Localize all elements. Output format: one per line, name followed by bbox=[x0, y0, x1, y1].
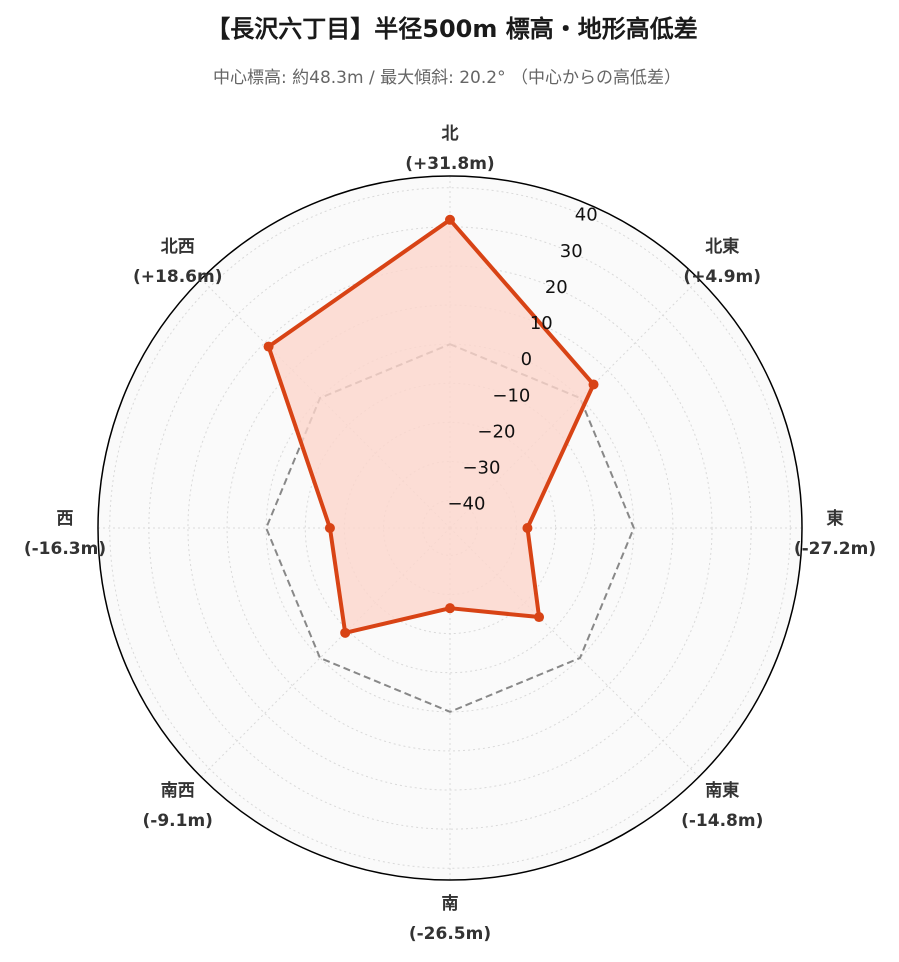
direction-label-7: 北西 (+18.6m) bbox=[133, 237, 222, 287]
direction-label-4: 南 (-26.5m) bbox=[409, 893, 491, 944]
direction-name: 南西 bbox=[161, 780, 195, 801]
direction-label-1: 北東 (+4.9m) bbox=[683, 236, 761, 287]
r-tick-label: −30 bbox=[462, 458, 500, 479]
series-points bbox=[263, 214, 599, 638]
direction-value: (-9.1m) bbox=[143, 811, 213, 831]
outer-frame bbox=[97, 175, 803, 881]
r-tick-label: 10 bbox=[530, 313, 553, 334]
direction-name: 東 bbox=[827, 508, 844, 529]
direction-value: (-27.2m) bbox=[794, 539, 876, 559]
data-point-4 bbox=[445, 603, 455, 614]
direction-name: 南東 bbox=[705, 780, 739, 801]
grid-spoke-5 bbox=[200, 527, 451, 778]
direction-label-5: 南西 (-9.1m) bbox=[143, 780, 213, 831]
direction-name: 南 bbox=[442, 893, 459, 914]
r-tick-label: −10 bbox=[492, 385, 530, 406]
r-tick-label: 30 bbox=[560, 241, 583, 262]
direction-label-6: 西 (-16.3m) bbox=[24, 509, 106, 559]
grid-ring-2 bbox=[187, 265, 713, 791]
data-point-6 bbox=[324, 523, 335, 533]
radial-tick-labels: 40 30 20 10 0 −10 −20 −30 −40 bbox=[447, 205, 597, 515]
data-point-0 bbox=[445, 214, 455, 225]
direction-name: 西 bbox=[57, 509, 74, 529]
direction-value: (+18.6m) bbox=[133, 267, 222, 287]
r-tick-label: −20 bbox=[477, 421, 515, 442]
data-point-2 bbox=[522, 523, 533, 533]
data-point-3 bbox=[534, 612, 545, 623]
r-tick-label: −40 bbox=[447, 494, 485, 515]
data-point-7 bbox=[263, 341, 274, 352]
r-tick-label: 0 bbox=[521, 349, 532, 370]
direction-label-0: 北 (+31.8m) bbox=[405, 124, 494, 174]
grid-spoke-3 bbox=[449, 527, 700, 778]
chart-title: 【長沢六丁目】半径500m 標高・地形高低差 bbox=[206, 15, 697, 43]
data-point-1 bbox=[588, 379, 599, 390]
direction-value: (+4.9m) bbox=[683, 267, 761, 287]
direction-labels: 北 (+31.8m) 北東 (+4.9m) 東 (-27.2m) 南東 (-14.8m) 南 (-… bbox=[24, 124, 876, 944]
direction-value: (+31.8m) bbox=[405, 154, 494, 174]
chart-subtitle: 中心標高: 約48.3m / 最大傾斜: 20.2° （中心からの高低差） bbox=[213, 68, 681, 88]
direction-name: 北西 bbox=[161, 237, 195, 257]
data-point-5 bbox=[340, 627, 351, 638]
direction-name: 北東 bbox=[705, 236, 739, 257]
direction-value: (-16.3m) bbox=[24, 539, 106, 559]
direction-name: 北 bbox=[442, 124, 459, 144]
direction-value: (-14.8m) bbox=[681, 811, 763, 831]
direction-label-3: 南東 (-14.8m) bbox=[681, 780, 763, 831]
r-tick-label: 40 bbox=[575, 205, 598, 226]
direction-label-2: 東 (-27.2m) bbox=[794, 508, 876, 559]
r-tick-label: 20 bbox=[545, 277, 568, 298]
direction-value: (-26.5m) bbox=[409, 924, 491, 944]
